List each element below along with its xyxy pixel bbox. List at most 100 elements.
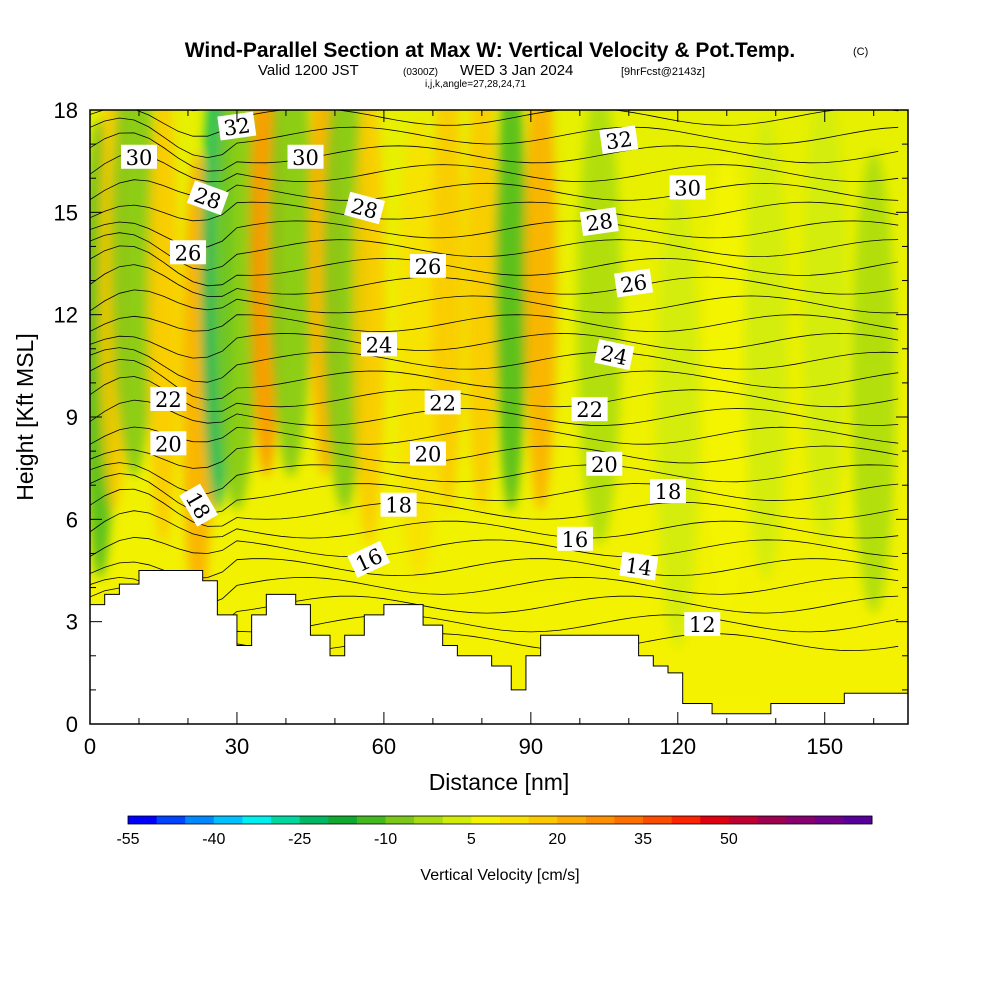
contour-label-box (217, 111, 257, 141)
contour-label-23: 16 (556, 526, 593, 552)
colorbar-tick-label-7: 50 (720, 831, 738, 848)
colorbar-swatch-18 (643, 816, 673, 824)
theta-contour-15 (90, 347, 899, 383)
colorbar: -55 -40 -25 -10 5 20 35 50 (116, 815, 873, 848)
terrain-mask (90, 570, 908, 724)
contour-label-text: 22 (576, 398, 603, 422)
y-tick-label-5: 15 (54, 200, 78, 225)
contour-label-text: 12 (689, 613, 716, 637)
contour-label-9: 26 (409, 253, 446, 279)
colorbar-swatch-8 (356, 816, 387, 824)
contour-label-13: 22 (150, 386, 187, 412)
contour-label-text: 20 (591, 453, 618, 477)
theta-contour-19 (90, 264, 899, 297)
colorbar-swatch-15 (557, 816, 587, 824)
w-feature-11 (353, 110, 386, 545)
colorbar-swatch-6 (299, 816, 329, 824)
contour-label-4: 30 (669, 175, 706, 200)
theta-contour-9 (90, 462, 899, 495)
w-feature-22 (851, 152, 896, 613)
contour-label-box (649, 479, 686, 504)
contour-label-7: 28 (579, 207, 619, 236)
contour-label-21: 18 (649, 479, 686, 504)
contour-label-25: 12 (684, 612, 721, 637)
y-tick-label-6: 18 (54, 98, 78, 123)
contour-label-14: 22 (424, 390, 461, 415)
colorbar-tick-label-6: 35 (634, 831, 652, 848)
contour-label-2: 30 (287, 144, 324, 170)
valid-time-utc: (0300Z) (403, 67, 438, 78)
contour-label-box (287, 144, 324, 169)
contour-label-text: 26 (619, 270, 649, 297)
w-feature-20 (743, 118, 788, 579)
contour-label-text: 22 (429, 391, 456, 415)
theta-contour-23 (90, 201, 899, 222)
theta-contour-26 (90, 132, 899, 172)
theta-contour-10 (90, 445, 899, 469)
colorbar-swatch-1 (156, 816, 186, 824)
contour-label-20: 18 (380, 492, 417, 518)
contour-label-text: 32 (604, 127, 634, 154)
colorbar-swatch-17 (614, 816, 644, 824)
contour-label-15: 22 (571, 397, 608, 422)
contour-label-text: 26 (415, 255, 442, 279)
contour-label-box (571, 397, 608, 422)
contour-label-box (579, 207, 619, 236)
y-axis-label: Height [Kft MSL] (12, 333, 38, 500)
contour-label-box (150, 386, 187, 411)
theta-contour-16 (90, 332, 899, 359)
theta-contour-12 (90, 399, 899, 426)
x-axis: 0 30 60 90 120 150 (84, 110, 875, 759)
y-tick-label-4: 12 (54, 303, 78, 328)
contour-label-box (599, 125, 639, 155)
contour-label-box (619, 551, 659, 581)
contour-label-box (120, 144, 157, 169)
theta-contour-14 (90, 358, 899, 401)
contour-label-text: 30 (674, 176, 701, 200)
colorbar-swatch-12 (471, 816, 501, 824)
contour-label-box (556, 526, 593, 551)
colorbar-swatch-14 (528, 816, 558, 824)
colorbar-swatch-10 (414, 816, 444, 824)
theta-contour-18 (90, 289, 899, 314)
contour-label-12: 24 (594, 339, 635, 371)
w-feature-16 (524, 110, 557, 511)
contour-label-box (594, 339, 635, 371)
contour-label-box (614, 268, 654, 298)
y-tick-label-3: 9 (66, 405, 78, 430)
contour-label-box (347, 540, 391, 578)
w-feature-8 (268, 110, 313, 477)
colorbar-swatch-20 (700, 816, 730, 824)
contour-label-box (186, 180, 229, 216)
y-tick-label-2: 6 (66, 507, 78, 532)
w-feature-21 (802, 110, 847, 545)
x-tick-label-5: 150 (806, 734, 843, 759)
colorbar-swatch-24 (814, 816, 844, 824)
colorbar-swatch-2 (185, 816, 215, 824)
potential-temperature-contours (90, 110, 899, 653)
contour-label-1: 32 (217, 111, 257, 141)
contour-label-16: 20 (150, 431, 187, 456)
contour-label-8: 26 (169, 240, 206, 265)
contour-label-box (409, 441, 446, 466)
w-feature-18 (655, 187, 700, 647)
contour-label-box (360, 332, 397, 357)
colorbar-swatch-9 (385, 816, 415, 824)
contour-label-text: 20 (415, 443, 442, 467)
contour-label-text: 20 (155, 432, 182, 456)
contour-label-11: 24 (360, 332, 397, 357)
contour-label-text: 14 (624, 553, 654, 580)
contour-label-box (380, 492, 417, 517)
grid-indices: i,j,k,angle=27,28,24,71 (425, 79, 526, 90)
theta-contour-3 (90, 576, 899, 606)
contour-label-box (424, 390, 461, 415)
y-tick-label-1: 3 (66, 610, 78, 635)
theta-contour-22 (90, 220, 899, 248)
contour-label-text: 18 (385, 494, 412, 518)
y-tick-label-0: 0 (66, 712, 78, 737)
contour-label-17: 20 (409, 441, 446, 467)
contour-label-text: 26 (175, 241, 202, 265)
contour-label-10: 26 (614, 268, 654, 298)
